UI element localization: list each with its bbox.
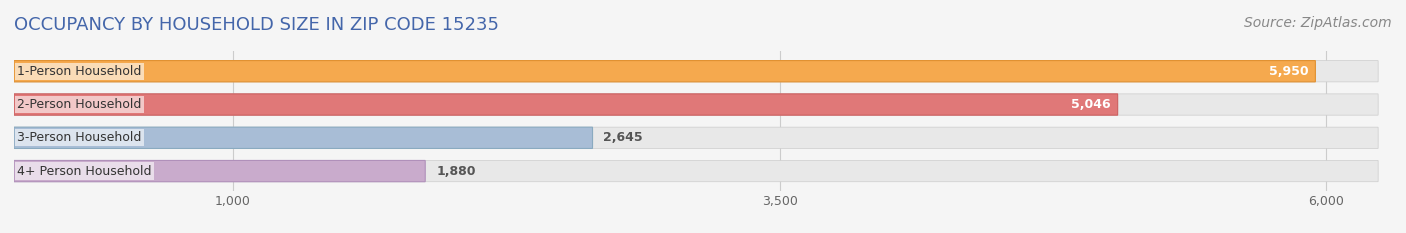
Text: Source: ZipAtlas.com: Source: ZipAtlas.com [1244,16,1392,30]
Text: 3-Person Household: 3-Person Household [17,131,142,144]
FancyBboxPatch shape [14,127,592,148]
Text: 5,046: 5,046 [1071,98,1111,111]
FancyBboxPatch shape [14,94,1118,115]
Text: 2,645: 2,645 [603,131,643,144]
FancyBboxPatch shape [14,127,1378,148]
FancyBboxPatch shape [14,161,425,182]
Text: 4+ Person Household: 4+ Person Household [17,164,152,178]
FancyBboxPatch shape [14,61,1378,82]
FancyBboxPatch shape [14,61,1316,82]
Text: 5,950: 5,950 [1270,65,1309,78]
Text: 1,880: 1,880 [436,164,475,178]
Text: 1-Person Household: 1-Person Household [17,65,142,78]
Text: OCCUPANCY BY HOUSEHOLD SIZE IN ZIP CODE 15235: OCCUPANCY BY HOUSEHOLD SIZE IN ZIP CODE … [14,16,499,34]
FancyBboxPatch shape [14,161,1378,182]
FancyBboxPatch shape [14,94,1378,115]
Text: 2-Person Household: 2-Person Household [17,98,142,111]
